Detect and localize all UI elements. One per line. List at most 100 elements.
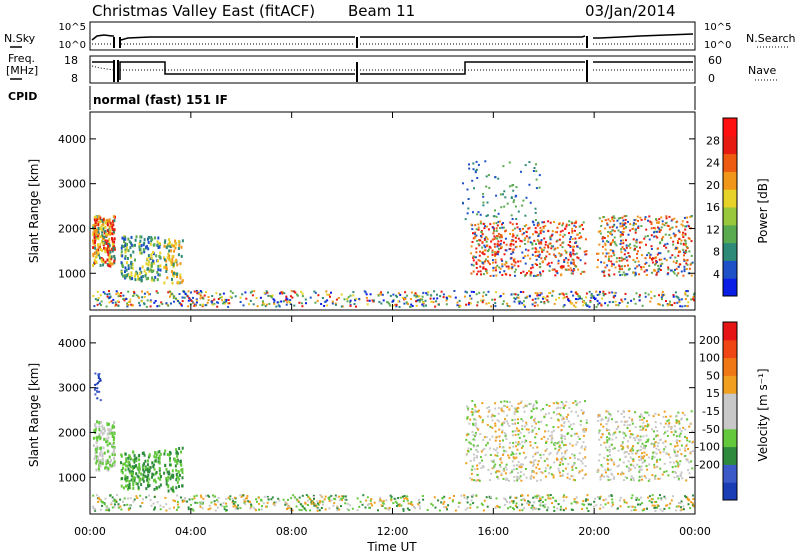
colorbar-tick-label: 24	[706, 157, 720, 170]
echo-cell	[388, 302, 391, 305]
echo-cell	[443, 495, 446, 498]
echo-cell	[669, 461, 672, 464]
echo-cell	[483, 237, 486, 240]
echo-cell	[608, 448, 611, 451]
echo-cell	[135, 472, 138, 476]
echo-cell	[433, 290, 436, 293]
echo-cell	[95, 228, 98, 232]
x-tick-label: 12:00	[377, 525, 409, 538]
echo-cell	[521, 302, 524, 305]
echo-cell	[167, 291, 170, 294]
echo-cell	[163, 244, 166, 248]
echo-cell	[519, 239, 522, 242]
echo-cell	[201, 507, 204, 510]
echo-cell	[663, 244, 666, 247]
echo-cell	[392, 300, 395, 303]
echo-cell	[106, 293, 109, 296]
echo-cell	[175, 508, 178, 511]
echo-cell	[669, 443, 672, 446]
echo-cell	[683, 270, 686, 273]
echo-cell	[544, 475, 547, 478]
echo-cell	[609, 454, 611, 456]
echo-cell	[662, 441, 665, 444]
echo-cell	[101, 501, 104, 504]
echo-cell	[106, 250, 109, 254]
echo-cell	[475, 449, 478, 452]
echo-cell	[170, 249, 173, 253]
echo-cell	[512, 464, 515, 467]
echo-cell	[490, 472, 493, 475]
cpid-value: normal (fast) 151 IF	[93, 93, 228, 107]
echo-cell	[492, 459, 495, 462]
echo-cell	[550, 261, 553, 264]
echo-cell	[604, 293, 607, 295]
echo-cell	[347, 296, 350, 299]
echo-cell	[147, 484, 150, 488]
echo-cell	[624, 476, 627, 479]
echo-cell	[669, 415, 672, 418]
echo-cell	[471, 431, 474, 433]
echo-cell	[539, 453, 542, 456]
echo-cell	[551, 268, 554, 271]
echo-cell	[470, 245, 473, 248]
echo-cell	[445, 506, 448, 509]
echo-cell	[262, 502, 265, 505]
echo-cell	[560, 434, 563, 436]
echo-cell	[616, 465, 619, 468]
echo-cell	[500, 400, 503, 403]
echo-cell	[476, 177, 479, 179]
echo-cell	[517, 461, 520, 463]
echo-cell	[503, 190, 506, 193]
echo-cell	[578, 295, 581, 298]
echo-cell	[130, 243, 133, 247]
echo-cell	[151, 461, 154, 465]
echo-cell	[425, 292, 428, 295]
echo-cell	[647, 252, 650, 254]
echo-cell	[521, 509, 524, 512]
echo-cell	[603, 274, 606, 277]
echo-cell	[642, 447, 645, 450]
echo-cell	[639, 445, 642, 448]
echo-cell	[122, 274, 125, 278]
echo-cell	[667, 268, 670, 271]
echo-cell	[131, 277, 134, 281]
echo-cell	[94, 251, 97, 255]
echo-cell	[485, 236, 488, 239]
echo-cell	[492, 222, 495, 225]
echo-cell	[368, 503, 370, 505]
echo-cell	[128, 504, 131, 507]
echo-cell	[490, 240, 493, 243]
echo-cell	[132, 458, 135, 462]
echo-cell	[418, 295, 421, 298]
echo-cell	[93, 223, 96, 227]
echo-cell	[156, 501, 159, 504]
echo-cell	[154, 300, 157, 302]
echo-cell	[648, 499, 651, 502]
echo-cell	[263, 303, 266, 306]
echo-cell	[225, 497, 228, 500]
echo-cell	[531, 429, 534, 432]
echo-cell	[167, 475, 170, 479]
echo-cell	[554, 231, 557, 234]
echo-cell	[569, 423, 572, 426]
echo-cell	[592, 295, 595, 298]
echo-cell	[582, 457, 585, 460]
echo-cell	[508, 442, 511, 444]
echo-cell	[235, 505, 238, 508]
echo-cell	[653, 268, 656, 271]
echo-cell	[665, 452, 668, 455]
echo-cell	[490, 459, 493, 462]
echo-cell	[94, 454, 97, 458]
echo-cell	[638, 475, 641, 478]
echo-cell	[485, 302, 488, 305]
echo-cell	[335, 298, 338, 301]
echo-cell	[517, 429, 520, 432]
echo-cell	[92, 505, 95, 508]
echo-cell	[494, 422, 497, 425]
echo-cell	[552, 474, 555, 477]
echo-cell	[556, 452, 558, 455]
echo-cell	[92, 239, 94, 243]
echo-cell	[328, 293, 331, 296]
echo-cell	[656, 506, 659, 509]
